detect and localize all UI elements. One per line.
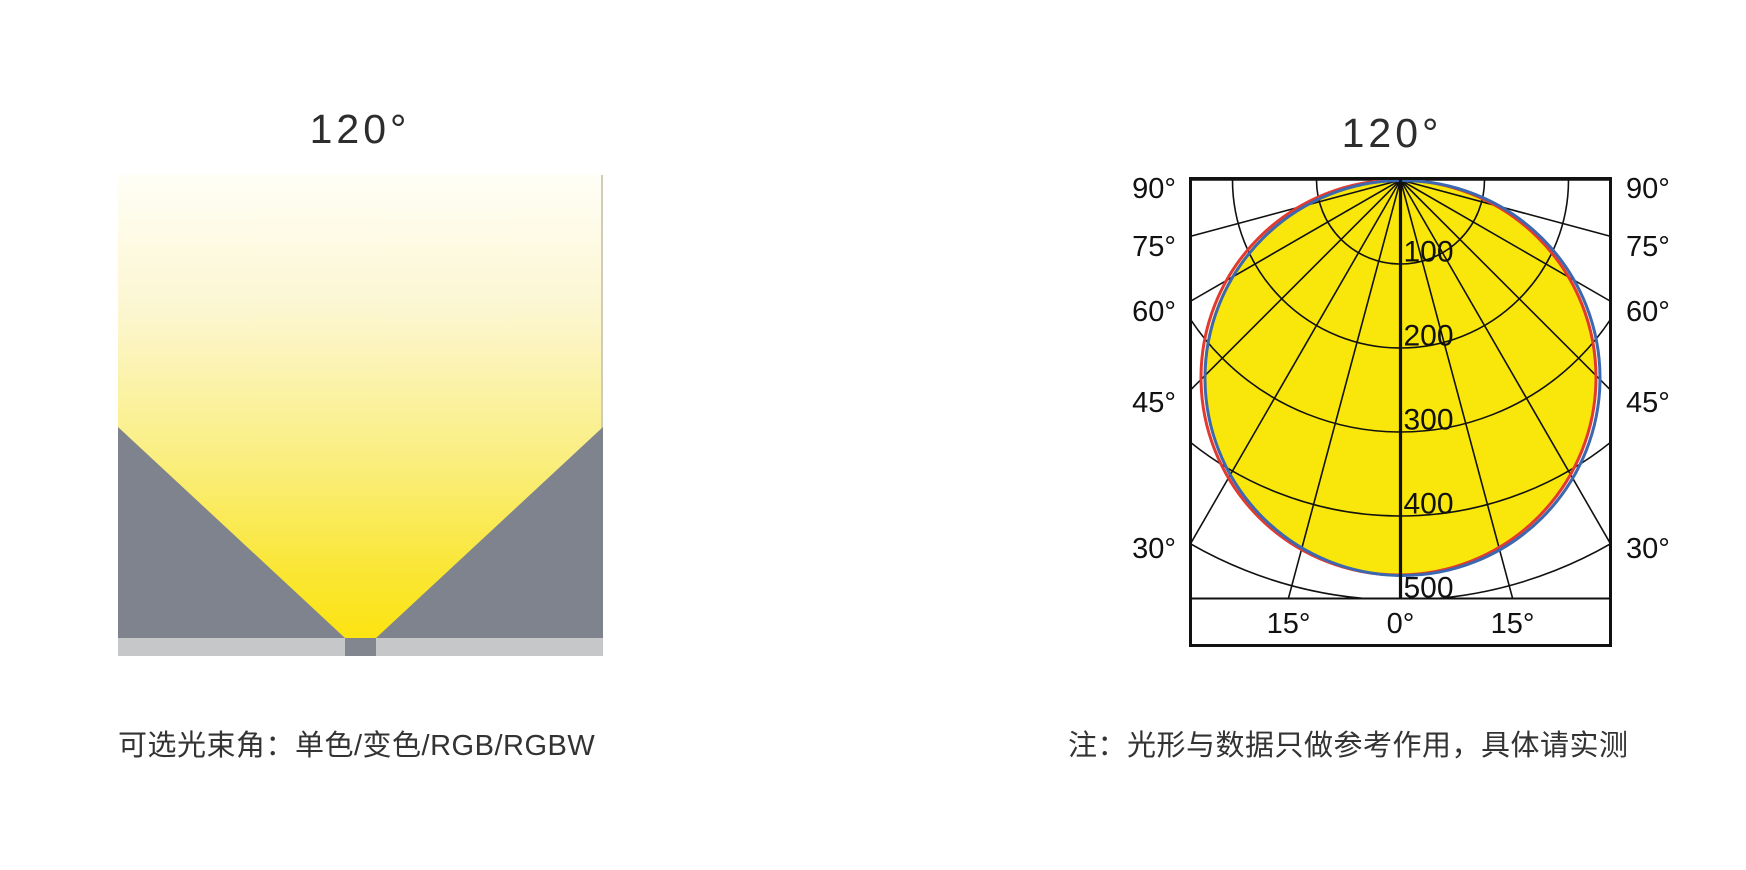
bottom-angle-label: 15°	[1267, 608, 1311, 640]
grid-radial-line	[1399, 179, 1514, 599]
beam-figure-title: 120°	[309, 106, 411, 152]
plot-border	[1189, 177, 1612, 647]
angle-label-right: 90°	[1626, 173, 1670, 205]
bottom-angle-label: 0°	[1387, 608, 1415, 640]
shade-triangle-right	[376, 427, 603, 638]
beam-caption: 可选光束角：单色/变色/RGB/RGBW	[118, 730, 596, 762]
beam-figure	[118, 175, 603, 656]
polar-chart-title: 120°	[1341, 110, 1443, 156]
grid-radial-line	[1287, 179, 1402, 599]
angle-label-left: 45°	[1132, 387, 1176, 419]
polar-caption: 注：光形与数据只做参考作用，具体请实测	[1068, 730, 1629, 762]
angle-label-right: 60°	[1626, 296, 1670, 328]
angle-label-left: 75°	[1132, 231, 1176, 263]
led-module	[345, 638, 376, 656]
angle-label-right: 45°	[1626, 387, 1670, 419]
ring-label: 100	[1404, 236, 1454, 269]
grid-radial-line	[1399, 179, 1611, 546]
shade-triangle-left	[118, 427, 345, 638]
angle-label-right: 75°	[1626, 231, 1670, 263]
grid-radial-line	[1190, 179, 1402, 546]
angle-label-left: 30°	[1132, 533, 1176, 565]
angle-label-left: 90°	[1132, 173, 1176, 205]
polar-chart: 90° 75° 60° 45° 30° 90° 75° 60° 45° 30° 100 200 300 4…	[1132, 173, 1670, 647]
ring-label: 200	[1404, 320, 1454, 353]
ring-label: 300	[1404, 404, 1454, 437]
polar-labels: 90° 75° 60° 45° 30° 90° 75° 60° 45° 30° 100 200 300 4…	[1132, 173, 1670, 640]
intensity-curve-blue	[1203, 179, 1602, 577]
ring-label: 400	[1404, 488, 1454, 521]
ring-label: 500	[1404, 572, 1454, 605]
bottom-angle-label: 15°	[1491, 608, 1535, 640]
intensity-curves	[1190, 178, 1611, 599]
angle-label-right: 30°	[1626, 533, 1670, 565]
angle-label-left: 60°	[1132, 296, 1176, 328]
